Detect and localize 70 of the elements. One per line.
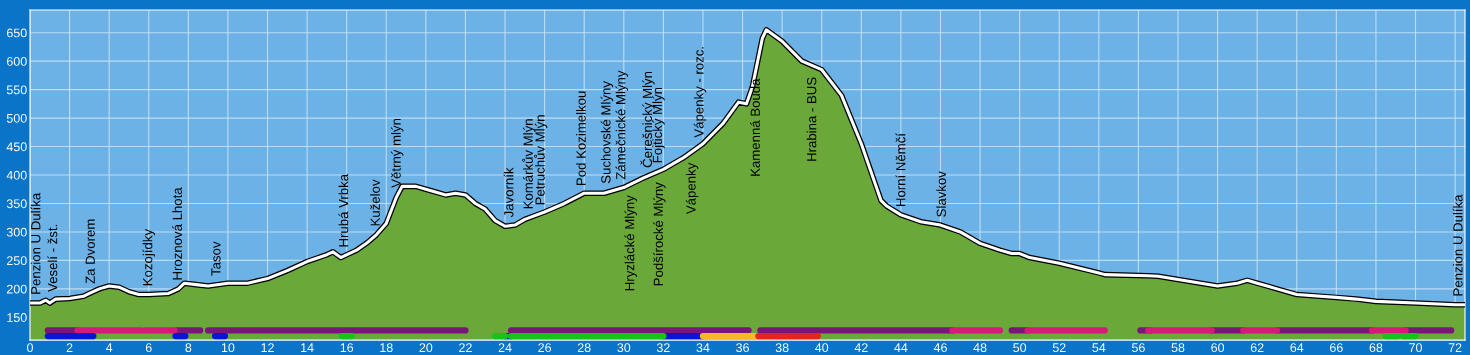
x-tick-label: 72	[1448, 343, 1462, 352]
annotation: Za Dvorem	[85, 219, 95, 284]
x-tick-label: 24	[498, 343, 512, 352]
y-tick-label: 150	[7, 313, 27, 322]
annotation: Větrný mlýn	[390, 118, 404, 188]
annotation: Veselí - žst.	[47, 224, 58, 292]
y-tick-label: 500	[6, 113, 27, 123]
x-tick-label: 16	[340, 343, 354, 353]
x-tick-label: 12	[261, 343, 274, 352]
x-tick-label: 10	[221, 343, 235, 353]
x-tick-label: 4	[105, 343, 113, 352]
x-tick-label: 66	[1330, 343, 1343, 353]
x-tick-label: 48	[973, 343, 987, 353]
y-tick-label: 300	[6, 227, 27, 237]
x-tick-label: 20	[419, 343, 433, 353]
annotation: Javorník	[503, 167, 514, 218]
x-tick-label: 42	[854, 343, 868, 352]
annotation: Pod Kozimelkou	[576, 91, 586, 185]
x-tick-label: 8	[185, 343, 192, 353]
annotation: Vápenky	[685, 162, 699, 215]
x-tick-label: 52	[1052, 343, 1066, 353]
annotation: Penzion U Dulíka	[1452, 194, 1463, 296]
y-tick-label: 550	[6, 85, 27, 95]
x-tick-label: 30	[617, 343, 631, 353]
x-tick-label: 54	[1092, 343, 1106, 353]
x-tick-label: 44	[894, 343, 908, 352]
x-tick-label: 46	[933, 343, 947, 353]
annotation: Slavkov	[936, 171, 946, 217]
annotation: Kozojídky	[142, 229, 155, 286]
x-tick-label: 36	[736, 343, 749, 353]
x-tick-label: 34	[696, 343, 710, 353]
x-tick-label: 28	[577, 343, 591, 353]
x-tick-label: 2	[66, 343, 73, 352]
x-tick-label: 32	[656, 343, 670, 353]
x-tick-label: 18	[380, 343, 393, 353]
y-tick-label: 250	[6, 256, 27, 266]
annotation: Kamenná Bouda	[750, 78, 760, 176]
x-tick-label: 62	[1250, 343, 1264, 353]
x-tick-label: 26	[538, 343, 552, 353]
x-tick-label: 14	[301, 343, 314, 352]
x-tick-label: 56	[1131, 343, 1145, 353]
x-tick-label: 70	[1409, 343, 1422, 353]
x-tick-label: 50	[1013, 343, 1027, 353]
y-tick-label: 450	[6, 142, 27, 152]
x-tick-label: 0	[27, 343, 33, 353]
annotation: Hrabina - BUS	[806, 77, 817, 161]
x-tick-label: 40	[815, 343, 829, 353]
x-tick-label: 22	[459, 343, 472, 352]
annotation: Suchovské Mlýny	[600, 81, 614, 184]
annotation: Podšírocké Mlýny	[653, 182, 666, 286]
annotation: Horní Němčí	[895, 133, 906, 207]
annotation: Kuželov	[370, 179, 380, 226]
x-tick-label: 60	[1211, 343, 1225, 353]
annotation: Hryzlácké Mlýny	[624, 195, 637, 291]
x-tick-label: 58	[1171, 343, 1185, 353]
annotation: Hrubá Vrbka	[338, 173, 349, 247]
y-tick-label: 600	[6, 56, 27, 66]
annotation: Hroznová Lhota	[172, 187, 182, 280]
y-tick-label: 400	[6, 170, 27, 180]
x-tick-label: 38	[775, 343, 789, 353]
x-tick-label: 64	[1290, 343, 1304, 353]
y-tick-label: 650	[6, 28, 27, 38]
annotation: Vápenky - rozc.	[693, 47, 707, 138]
y-tick-label: 350	[6, 199, 27, 209]
annotation: Penzion U Dulíka	[30, 192, 41, 294]
annotation: Tasov	[211, 241, 221, 276]
annotation: Zámečnické Mlýny	[615, 70, 629, 180]
y-tick-label: 200	[6, 284, 27, 294]
x-tick-label: 68	[1369, 343, 1383, 353]
x-tick-label: 6	[145, 343, 152, 353]
